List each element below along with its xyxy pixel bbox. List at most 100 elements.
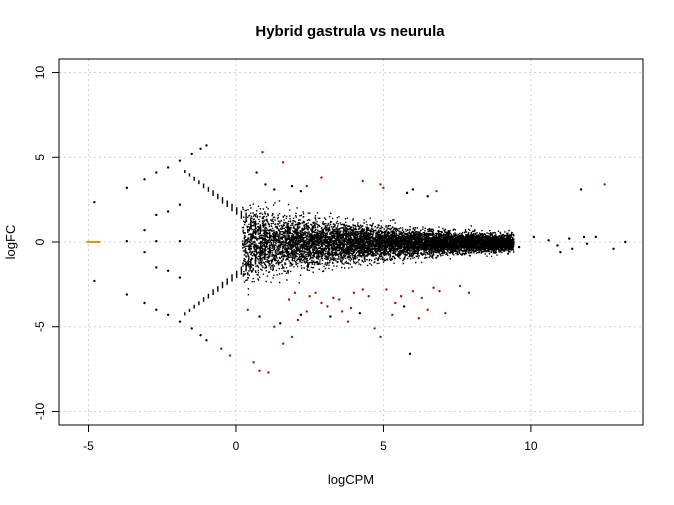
significant-point	[332, 296, 335, 300]
data-point	[506, 234, 509, 237]
y-tick-label: 5	[33, 154, 47, 161]
significant-point	[426, 308, 429, 311]
data-point	[155, 266, 158, 269]
significant-point	[326, 305, 329, 308]
data-point	[178, 159, 182, 162]
data-point	[199, 333, 202, 337]
data-point	[299, 313, 303, 317]
significant-point	[417, 317, 421, 320]
significant-point	[252, 361, 255, 364]
significant-point	[394, 301, 397, 305]
data-point	[358, 311, 362, 315]
data-point	[299, 189, 303, 193]
data-point	[155, 213, 158, 217]
significant-point	[467, 291, 471, 295]
significant-point	[293, 291, 297, 295]
significant-point	[258, 369, 261, 372]
data-point	[155, 308, 158, 311]
data-point	[585, 242, 589, 245]
point-cloud-not-significant	[184, 170, 515, 316]
y-tick-label: 10	[33, 66, 47, 80]
data-point	[178, 320, 182, 323]
data-point	[624, 240, 627, 244]
data-point	[178, 239, 182, 243]
significant-point	[373, 327, 376, 330]
data-point	[571, 247, 574, 250]
data-point	[329, 315, 332, 318]
data-point	[556, 244, 559, 247]
data-point	[568, 237, 571, 240]
significant-point	[444, 311, 447, 315]
y-axis-label: logFC	[3, 225, 18, 260]
significant-point	[320, 301, 323, 305]
significant-point	[296, 318, 300, 322]
x-tick-label: 0	[233, 439, 240, 453]
significant-point	[290, 335, 294, 339]
significant-point	[308, 295, 311, 298]
significant-point	[273, 325, 276, 328]
data-point	[205, 144, 208, 147]
significant-point	[305, 184, 308, 188]
data-point	[190, 152, 193, 156]
data-point	[166, 210, 170, 213]
data-point	[405, 191, 409, 195]
significant-point	[367, 295, 370, 298]
significant-point	[340, 310, 344, 313]
significant-point	[361, 179, 364, 183]
data-point	[93, 279, 96, 283]
axis-ticks: -5 0 5 10 -10 -5 0 5 10	[33, 66, 538, 453]
y-tick-label: -5	[33, 321, 47, 332]
significant-point	[349, 306, 353, 310]
significant-point	[411, 289, 415, 293]
data-point	[125, 239, 129, 243]
data-point	[143, 250, 146, 254]
y-tick-label: -10	[33, 402, 47, 420]
chart-title: Hybrid gastrula vs neurula	[255, 23, 445, 40]
significant-point	[261, 150, 264, 154]
data-point	[255, 171, 258, 174]
significant-point	[379, 183, 382, 186]
significant-point	[314, 291, 317, 295]
significant-point	[346, 320, 350, 323]
data-point	[547, 239, 550, 242]
significant-point	[399, 295, 403, 298]
data-point	[125, 186, 129, 189]
data-point	[199, 147, 202, 151]
data-point	[582, 235, 586, 239]
significant-point	[603, 183, 606, 186]
significant-point	[379, 335, 382, 339]
significant-point	[361, 288, 364, 291]
data-point	[408, 352, 412, 356]
data-point	[517, 245, 521, 249]
data-point	[290, 184, 294, 188]
data-point	[426, 195, 429, 198]
significant-point	[435, 189, 438, 193]
significant-point	[352, 291, 356, 295]
data-point	[612, 247, 615, 250]
significant-point	[438, 289, 441, 293]
significant-point	[420, 296, 423, 300]
data-point	[143, 228, 146, 232]
zero-count-point	[92, 241, 98, 243]
data-point	[178, 203, 182, 206]
significant-point	[385, 288, 388, 291]
significant-point	[305, 310, 308, 313]
significant-point	[267, 371, 270, 374]
data-point	[125, 293, 129, 296]
data-point	[532, 235, 536, 239]
x-axis-label: logCPM	[328, 472, 374, 487]
data-point	[190, 327, 193, 330]
data-points	[86, 144, 627, 374]
data-point	[411, 188, 415, 191]
significant-point	[246, 308, 249, 311]
data-point	[273, 188, 276, 191]
x-tick-label: 10	[524, 439, 538, 453]
data-point	[279, 322, 282, 325]
data-point	[143, 178, 146, 181]
data-point	[258, 315, 261, 318]
data-point	[155, 239, 158, 243]
significant-point	[281, 161, 285, 164]
data-point	[579, 188, 583, 191]
data-point	[559, 250, 562, 254]
